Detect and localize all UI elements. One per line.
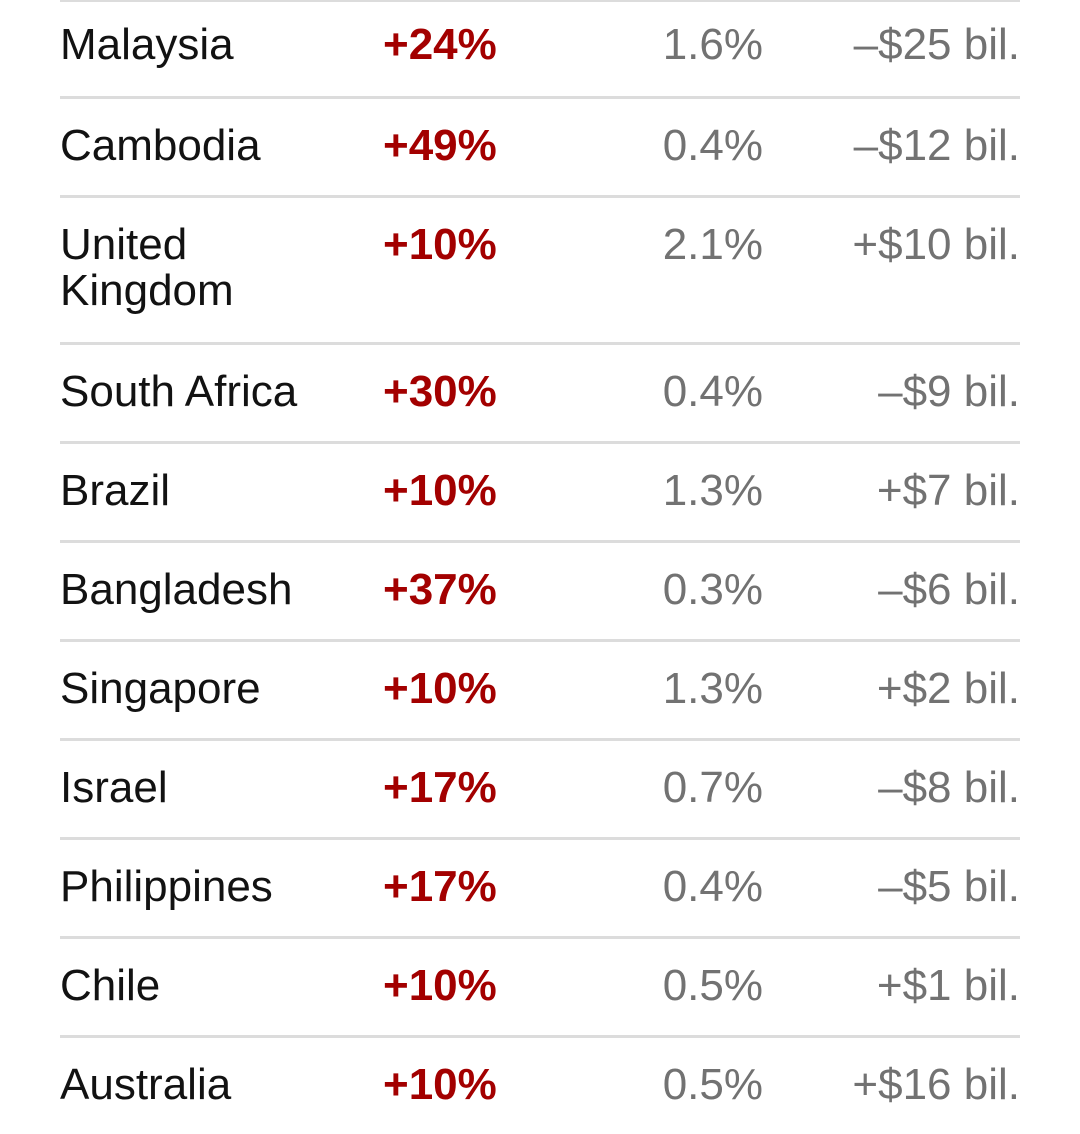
import-share: 1.6%: [662, 20, 763, 69]
country-name: Cambodia: [60, 121, 261, 170]
trade-balance: –$5 bil.: [878, 862, 1020, 911]
import-share: 0.7%: [662, 763, 763, 812]
tariff-rate: +30%: [383, 367, 497, 416]
trade-balance: –$6 bil.: [878, 565, 1020, 614]
trade-balance: +$7 bil.: [876, 466, 1020, 515]
trade-balance: –$25 bil.: [853, 20, 1020, 69]
table-row: Israel +17% 0.7% –$8 bil.: [60, 741, 1020, 840]
country-name: Australia: [60, 1060, 232, 1109]
trade-balance: –$9 bil.: [878, 367, 1020, 416]
table-row: Cambodia +49% 0.4% –$12 bil.: [60, 99, 1020, 198]
top-divider: [60, 0, 1020, 2]
country-name: Israel: [60, 763, 168, 812]
country-name: Malaysia: [60, 20, 234, 69]
table-row: United Kingdom +10% 2.1% +$10 bil.: [60, 198, 1020, 345]
country-name: United Kingdom: [60, 220, 234, 315]
tariff-rate: +10%: [383, 220, 497, 269]
tariff-rate: +49%: [383, 121, 497, 170]
country-name: Brazil: [60, 466, 171, 515]
table-row: Chile +10% 0.5% +$1 bil.: [60, 939, 1020, 1038]
import-share: 0.4%: [662, 862, 763, 911]
country-name: South Africa: [60, 367, 298, 416]
table-row: Australia +10% 0.5% +$16 bil.: [60, 1038, 1020, 1133]
import-share: 0.3%: [662, 565, 763, 614]
import-share: 0.4%: [662, 367, 763, 416]
table-row: Malaysia +24% 1.6% –$25 bil.: [60, 0, 1020, 99]
import-share: 0.4%: [662, 121, 763, 170]
tariff-rate: +10%: [383, 961, 497, 1010]
import-share: 0.5%: [662, 1060, 763, 1109]
country-name: Philippines: [60, 862, 273, 911]
trade-balance: +$2 bil.: [876, 664, 1020, 713]
tariff-rate: +10%: [383, 1060, 497, 1109]
tariff-rate: +24%: [383, 20, 497, 69]
tariff-rate: +10%: [383, 466, 497, 515]
tariff-rate: +17%: [383, 763, 497, 812]
table-row: Singapore +10% 1.3% +$2 bil.: [60, 642, 1020, 741]
table-row: Brazil +10% 1.3% +$7 bil.: [60, 444, 1020, 543]
import-share: 2.1%: [662, 220, 763, 269]
trade-balance: +$10 bil.: [852, 220, 1020, 269]
import-share: 1.3%: [662, 664, 763, 713]
tariff-rate: +10%: [383, 664, 497, 713]
table-row: Philippines +17% 0.4% –$5 bil.: [60, 840, 1020, 939]
tariff-rate: +17%: [383, 862, 497, 911]
trade-balance: –$8 bil.: [878, 763, 1020, 812]
table-row: Bangladesh +37% 0.3% –$6 bil.: [60, 543, 1020, 642]
trade-balance: –$12 bil.: [853, 121, 1020, 170]
table-row: South Africa +30% 0.4% –$9 bil.: [60, 345, 1020, 444]
import-share: 0.5%: [662, 961, 763, 1010]
tariff-rate: +37%: [383, 565, 497, 614]
country-name: Bangladesh: [60, 565, 293, 614]
trade-balance: +$16 bil.: [852, 1060, 1020, 1109]
import-share: 1.3%: [662, 466, 763, 515]
tariff-table: Malaysia +24% 1.6% –$25 bil. Cambodia +4…: [60, 0, 1020, 1133]
country-name: Chile: [60, 961, 161, 1010]
country-name: Singapore: [60, 664, 261, 713]
trade-balance: +$1 bil.: [876, 961, 1020, 1010]
